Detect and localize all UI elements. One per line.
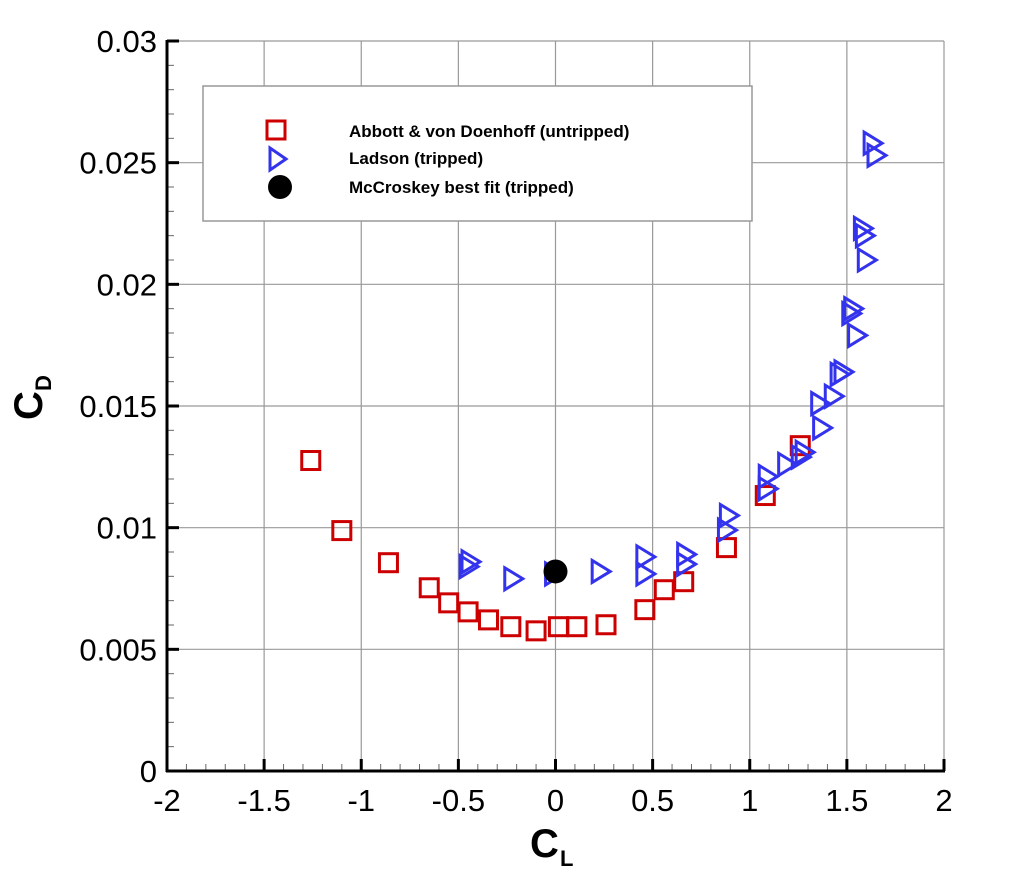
legend-item-ladson: Ladson (tripped) bbox=[268, 145, 483, 173]
triangle-marker bbox=[810, 389, 833, 418]
square-marker bbox=[566, 616, 588, 638]
triangle-marker bbox=[812, 414, 835, 442]
y-tick-label: 0.005 bbox=[79, 632, 157, 667]
x-tick-label: 0.5 bbox=[631, 783, 674, 818]
x-axis-title-sub: L bbox=[560, 846, 573, 871]
square-marker bbox=[377, 552, 399, 574]
y-axis-title-sub: D bbox=[31, 375, 56, 391]
legend-label-ladson: Ladson (tripped) bbox=[349, 149, 483, 168]
x-tick-label: -2 bbox=[153, 783, 181, 818]
square-marker bbox=[595, 614, 617, 636]
y-tick-label: 0.015 bbox=[79, 389, 157, 424]
y-axis-title: C D bbox=[7, 375, 56, 420]
triangle-marker bbox=[852, 214, 876, 243]
data-points bbox=[300, 129, 889, 642]
series-circle-filled bbox=[543, 559, 568, 584]
y-tick-label: 0.03 bbox=[97, 24, 157, 59]
triangle-marker bbox=[856, 246, 880, 274]
triangle-marker bbox=[777, 450, 800, 479]
triangle-marker bbox=[866, 141, 889, 170]
triangle-marker bbox=[458, 552, 481, 581]
triangle-marker bbox=[847, 321, 870, 350]
legend-item-abbott: Abbott & von Doenhoff (untripped) bbox=[265, 119, 629, 141]
y-axis-title-main: C bbox=[7, 391, 51, 420]
series-triangle-right-open bbox=[458, 129, 889, 593]
filled-circle-marker-icon bbox=[268, 175, 292, 199]
x-axis-title: C L bbox=[530, 822, 573, 871]
x-tick-label: -1.5 bbox=[237, 783, 290, 818]
square-marker bbox=[653, 579, 675, 601]
triangle-marker bbox=[460, 548, 483, 576]
triangle-marker bbox=[841, 299, 864, 328]
triangle-marker bbox=[635, 560, 658, 588]
triangle-marker bbox=[718, 501, 742, 530]
triangle-marker bbox=[790, 443, 814, 471]
square-marker bbox=[525, 620, 547, 642]
legend-item-mccroskey: McCroskey best fit (tripped) bbox=[268, 175, 574, 199]
x-tick-label: -0.5 bbox=[432, 783, 485, 818]
square-marker-icon bbox=[265, 119, 287, 141]
triangle-marker bbox=[757, 475, 781, 503]
square-marker bbox=[457, 601, 479, 623]
square-marker bbox=[331, 520, 353, 542]
legend-label-mccroskey: McCroskey best fit (tripped) bbox=[349, 178, 574, 197]
triangle-marker bbox=[823, 382, 847, 410]
legend-box bbox=[202, 85, 753, 222]
x-tick-label: -1 bbox=[347, 783, 375, 818]
triangle-marker bbox=[503, 565, 526, 593]
triangle-marker bbox=[794, 438, 818, 466]
y-tick-label: 0 bbox=[140, 754, 157, 789]
triangle-right-marker-icon bbox=[268, 145, 289, 173]
axes bbox=[165, 40, 945, 773]
triangle-marker bbox=[854, 221, 878, 250]
square-marker bbox=[634, 599, 656, 621]
y-tick-label: 0.02 bbox=[97, 267, 157, 302]
legend-label-abbott: Abbott & von Doenhoff (untripped) bbox=[349, 122, 629, 141]
triangle-marker bbox=[635, 543, 658, 571]
square-marker bbox=[418, 577, 440, 599]
triangle-marker bbox=[590, 557, 614, 586]
x-tick-labels: -2 -1.5 -1 -0.5 0 0.5 1 1.5 2 bbox=[153, 783, 952, 818]
x-axis-title-main: C bbox=[530, 822, 559, 866]
square-marker bbox=[547, 616, 569, 638]
square-marker bbox=[477, 609, 499, 631]
x-tick-label: 2 bbox=[935, 783, 952, 818]
square-marker bbox=[754, 485, 776, 507]
y-tick-labels: 0 0.005 0.01 0.015 0.02 0.025 0.03 bbox=[79, 24, 157, 789]
triangle-marker bbox=[716, 516, 740, 544]
x-tick-label: 0 bbox=[547, 783, 564, 818]
triangle-marker bbox=[862, 129, 886, 157]
legend: Abbott & von Doenhoff (untripped) Ladson… bbox=[202, 85, 753, 222]
square-marker bbox=[438, 592, 460, 614]
x-tick-label: 1.5 bbox=[825, 783, 868, 818]
y-tick-label: 0.01 bbox=[97, 511, 157, 546]
triangle-marker bbox=[833, 358, 856, 386]
square-marker bbox=[715, 537, 737, 559]
square-marker bbox=[500, 616, 522, 638]
triangle-marker bbox=[843, 294, 866, 323]
triangle-marker bbox=[676, 550, 699, 578]
square-marker bbox=[300, 450, 322, 472]
circle-marker bbox=[543, 559, 568, 584]
y-tick-label: 0.025 bbox=[79, 146, 157, 181]
x-tick-label: 1 bbox=[741, 783, 758, 818]
